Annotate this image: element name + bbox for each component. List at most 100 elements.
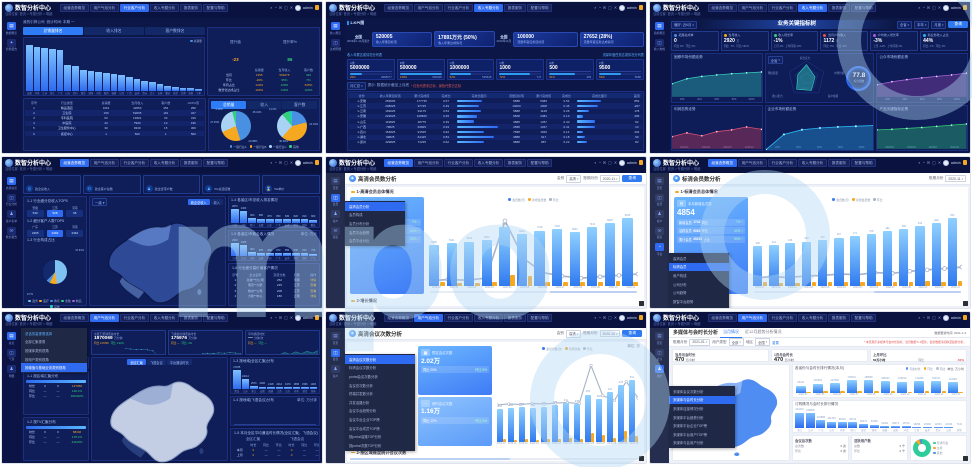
menu-item[interactable]: 多媒体平台趋势分析 [673, 415, 704, 420]
chart-scrollbar[interactable] [754, 290, 961, 293]
tab[interactable]: 用户气泡分析 [90, 3, 119, 12]
table-row[interactable]: 1-安徽 229025 108825 0.45 9508 2081 0.13 295 [349, 113, 642, 119]
tab[interactable]: 报表服务 [828, 3, 850, 12]
logout-button[interactable] [638, 315, 643, 320]
tab[interactable]: 经营态势概览 [60, 313, 89, 322]
close-icon[interactable]: ✕ [613, 314, 618, 320]
sidebar-item[interactable]: ♟ 客户名单 [5, 210, 18, 223]
sidebar-item[interactable]: ◔ 平台 [655, 243, 664, 256]
table-row[interactable]: 环比 — — 181062% [25, 393, 87, 398]
tab[interactable]: 当月情况 [720, 327, 743, 338]
month-select[interactable]: 2021-01 ▾ [689, 338, 711, 346]
menu-item[interactable]: 标清会议次数分析 [349, 366, 377, 371]
query-button[interactable]: 查询 [622, 330, 642, 337]
tab[interactable]: 报表服务 [180, 158, 202, 167]
sidebar-item[interactable]: ▤ 总览 [7, 332, 16, 345]
close-icon[interactable]: ✕ [289, 159, 294, 165]
logout-button[interactable] [638, 160, 643, 165]
level-select[interactable]: 一级 ▾ [92, 198, 108, 206]
sidebar-item[interactable]: ▤ 首页 [655, 177, 664, 190]
menu-item[interactable]: 公司趋势 [673, 291, 687, 296]
table-row[interactable]: 2 南京**大厦 245 江苏 查看 [230, 283, 318, 288]
table-row[interactable]: 当月 1355 509475 433 [210, 72, 317, 77]
sidebar-item[interactable]: ◫ 行业分析 [5, 193, 18, 206]
tab[interactable]: 行业客户分析 [444, 3, 473, 12]
tab[interactable]: 配置与帮助 [203, 158, 229, 167]
year-select[interactable]: 本年 ▾ [914, 20, 930, 29]
avatar[interactable] [295, 159, 302, 166]
sidebar-item[interactable]: ◫ 会员 [655, 193, 664, 206]
tab[interactable]: 报表服务 [180, 313, 202, 322]
pie[interactable] [277, 111, 308, 142]
top5-item[interactable]: 江苏 528 [46, 206, 64, 217]
top5-item[interactable]: 河南 96 [66, 206, 84, 217]
menu-item[interactable]: 数智平台构成 [669, 306, 729, 308]
table-row[interactable]: 年同占比 140% 139% 635% [210, 83, 317, 88]
avatar[interactable] [295, 4, 302, 11]
tab[interactable]: 总销量 [211, 100, 246, 109]
tab[interactable]: 经营态势概览 [708, 313, 737, 322]
toolbar-date[interactable]: 统计时间: 本期 一 [46, 20, 75, 24]
page-scrollbar[interactable] [350, 457, 641, 460]
close-icon[interactable]: ✕ [613, 159, 618, 165]
tab[interactable]: 近12月趋势分析情况 [745, 329, 782, 334]
bell-icon[interactable]: ◔ [598, 159, 601, 165]
logout-button[interactable] [314, 315, 319, 320]
bell-icon[interactable]: ◔ [274, 314, 277, 320]
region-select[interactable]: 全省 ▾ [896, 20, 913, 29]
close-icon[interactable]: ✕ [937, 159, 942, 165]
sidebar-item[interactable]: ✉ 数智报告 [5, 226, 18, 239]
tab[interactable]: 行业客户分析 [444, 313, 473, 322]
bell-icon[interactable]: ◔ [598, 314, 601, 320]
tab[interactable]: 行业客户分析 [120, 158, 149, 167]
close-icon[interactable]: ✕ [289, 4, 294, 10]
top5-item[interactable]: 江苏 2463 [46, 225, 64, 237]
period-select[interactable]: 月汇总 ▾ [347, 81, 366, 90]
mail-icon[interactable]: ✉ [278, 159, 283, 165]
category-select[interactable]: 高清 ▾ [565, 329, 582, 338]
search-icon[interactable]: ⌕ [594, 159, 597, 165]
tab[interactable]: 平台通话时长 [166, 359, 192, 365]
avatar[interactable] [619, 4, 626, 11]
tab[interactable]: 经营态势概览 [60, 158, 89, 167]
logout-button[interactable] [638, 5, 643, 10]
table-row[interactable]: 上月 0 — — 0 — — [232, 453, 319, 458]
menu-item[interactable]: 全部汇聚视角 [25, 340, 46, 345]
tab[interactable]: 配置与帮助 [851, 313, 877, 322]
tab[interactable]: 全区汇聚 [127, 359, 146, 365]
donut-chart[interactable] [913, 439, 931, 457]
fullscreen-icon[interactable]: ▢ [608, 159, 612, 165]
tab[interactable]: 行业客户分析 [768, 313, 797, 322]
menu-item[interactable]: 按增值与基础业务类别视角 [21, 363, 87, 372]
sidebar-item[interactable]: ◫ 收入构成 [653, 38, 666, 51]
menu-item[interactable]: 按用户类别视角 [25, 357, 49, 362]
mail-icon[interactable]: ✉ [602, 314, 607, 320]
tab[interactable]: 配置与帮助 [203, 3, 229, 12]
tab[interactable]: 经营态势概览 [708, 158, 737, 167]
sidebar-item[interactable]: ◫ 会议 [331, 348, 340, 361]
rose-pie[interactable] [43, 259, 67, 284]
menu-item[interactable]: 多媒体平台用户TOP榜 [673, 432, 708, 437]
tab[interactable]: 经营态势概览 [708, 3, 737, 12]
sidebar-item[interactable]: ◫ 会议 [655, 348, 664, 361]
mail-icon[interactable]: ✉ [602, 159, 607, 165]
tab[interactable]: 收入 [210, 199, 223, 205]
mail-icon[interactable]: ✉ [926, 314, 931, 320]
menu-item[interactable]: 高清会员分析 [345, 202, 405, 211]
tab[interactable]: 用户气泡分析 [90, 313, 119, 322]
sidebar-item[interactable]: ▤ 数据概览 [5, 22, 18, 35]
tab[interactable]: 飞语会议 [146, 359, 166, 365]
avatar[interactable] [943, 4, 950, 11]
table-row[interactable]: 5 卫生服务中心 30 9330 15 309 [25, 126, 204, 131]
tab[interactable]: 经营态势概览 [384, 158, 413, 167]
tab[interactable]: 行业客户分析 [444, 158, 473, 167]
tab[interactable]: 用户气泡分析 [414, 313, 443, 322]
menu-item[interactable]: portal会议次数分析 [349, 374, 378, 379]
tab[interactable]: 收入专题分析 [474, 158, 503, 167]
avatar[interactable] [619, 314, 626, 321]
fullscreen-icon[interactable]: ▢ [284, 4, 288, 10]
table-row[interactable]: 6 疾控中心 1 500 1 500 [25, 131, 205, 137]
sidebar-item[interactable]: ♟ 明细 [7, 365, 16, 378]
table-row[interactable]: 1 精品酒店 1061 42053 454 296 [25, 105, 204, 110]
bell-icon[interactable]: ◔ [274, 4, 277, 10]
